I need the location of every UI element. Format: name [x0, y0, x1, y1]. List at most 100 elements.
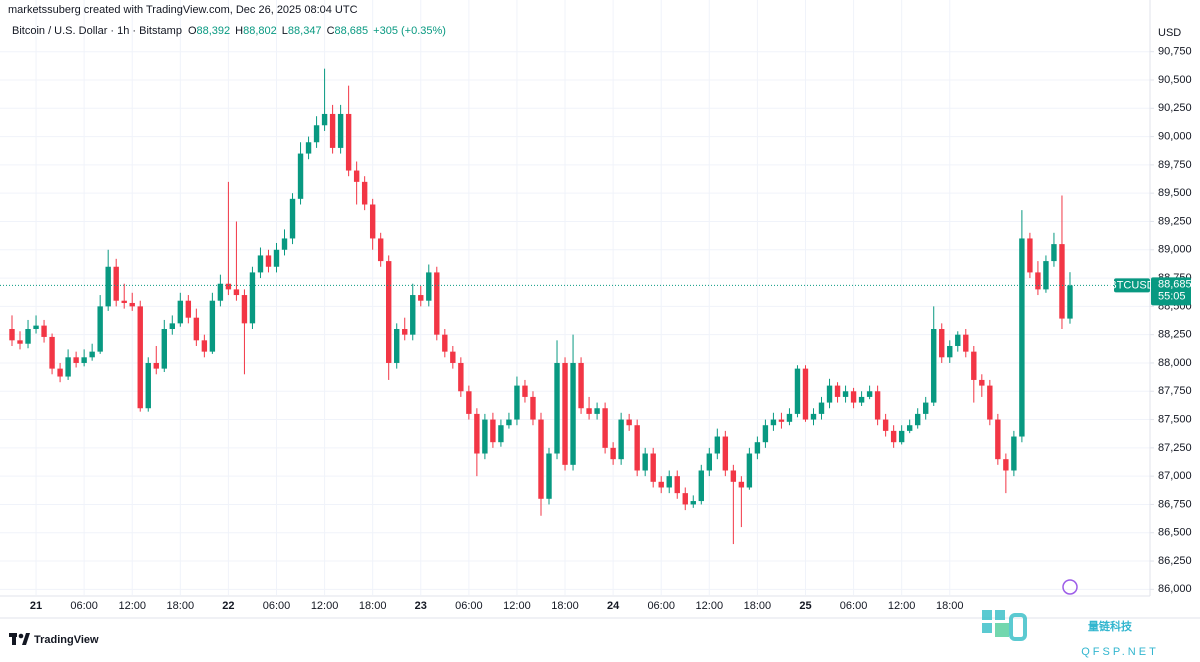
candle-body	[562, 362, 568, 465]
candle-body	[890, 430, 897, 443]
candle-body	[987, 385, 993, 420]
legend-value: 88,685	[335, 25, 369, 37]
x-tick-label: 06:00	[647, 600, 675, 612]
x-tick-label: 06:00	[840, 600, 868, 612]
x-tick-label: 18:00	[744, 600, 772, 612]
candle-body	[674, 476, 680, 494]
x-tick-label: 06:00	[70, 600, 98, 612]
candle-body	[145, 362, 151, 409]
candle-body	[754, 442, 761, 454]
candle-body	[482, 419, 488, 454]
candle-body	[361, 181, 368, 205]
candle-body	[97, 306, 103, 352]
x-tick-label: 12:00	[311, 600, 339, 612]
candle-body	[682, 493, 688, 505]
candle-body	[418, 295, 424, 301]
candle-body	[698, 470, 704, 502]
candle-body	[129, 302, 135, 307]
candle-body	[1067, 285, 1073, 319]
candle-body	[626, 419, 632, 426]
candle-body	[914, 413, 921, 426]
candles	[9, 68, 1073, 545]
x-tick-label: 12:00	[118, 600, 146, 612]
candle-body	[578, 362, 584, 409]
candle-body	[273, 249, 280, 267]
candle-body	[546, 453, 552, 499]
candle-body	[113, 266, 119, 301]
y-tick-label: 86,500	[1158, 527, 1192, 539]
candle-body	[746, 453, 753, 488]
candle-body	[738, 481, 745, 488]
candle-body	[1003, 459, 1009, 471]
candle-body	[241, 295, 248, 324]
candle-body	[281, 238, 288, 250]
candle-body	[345, 113, 352, 171]
candle-body	[642, 453, 648, 471]
candle-body	[1027, 238, 1033, 273]
candle-body	[955, 334, 961, 346]
y-tick-label: 87,250	[1158, 442, 1192, 454]
y-tick-label: 89,250	[1158, 215, 1192, 227]
candle-body	[522, 385, 528, 397]
candle-body	[233, 289, 240, 296]
candle-body	[802, 368, 809, 420]
candle-body	[369, 204, 376, 239]
candle-body	[618, 419, 624, 460]
candle-body	[153, 362, 159, 369]
candle-body	[1059, 244, 1065, 319]
candle-body	[658, 481, 664, 488]
tv-logo	[9, 633, 30, 645]
candle-body	[329, 113, 336, 148]
x-tick-label: 18:00	[551, 600, 579, 612]
candle-body	[690, 501, 696, 505]
candle-body	[313, 125, 320, 143]
legend-key: C	[327, 25, 335, 37]
candle-body	[939, 329, 945, 358]
candle-body	[498, 425, 504, 443]
candle-body	[706, 453, 713, 471]
legend-key: O	[188, 25, 197, 37]
candle-body	[714, 436, 721, 454]
candle-body	[1051, 244, 1057, 262]
candle-body	[794, 368, 801, 414]
candle-body	[410, 295, 416, 335]
candle-body	[17, 340, 23, 344]
candle-body	[57, 368, 63, 377]
x-tick-label: 22	[222, 600, 234, 612]
candle-body	[666, 476, 672, 488]
candle-body	[786, 413, 793, 422]
candle-body	[474, 413, 480, 454]
grid	[0, 0, 1150, 595]
candle-body	[209, 300, 216, 352]
y-tick-label: 86,000	[1158, 583, 1192, 595]
candle-body	[177, 300, 184, 324]
y-tick-label: 89,500	[1158, 187, 1192, 199]
candle-body	[963, 334, 969, 352]
candle-body	[506, 419, 512, 426]
candle-body	[490, 419, 496, 443]
candle-body	[810, 413, 817, 420]
x-tick-label: 18:00	[167, 600, 195, 612]
candle-body	[995, 419, 1001, 460]
legend-value: 88,392	[197, 25, 231, 37]
x-tick-label: 21	[30, 600, 42, 612]
candle-body	[1035, 272, 1041, 290]
last-price-badge	[1151, 277, 1191, 306]
candle-body	[458, 362, 464, 392]
candle-body	[570, 362, 576, 465]
y-tick-label: 87,750	[1158, 385, 1192, 397]
y-tick-label: 90,000	[1158, 130, 1192, 142]
watermark-title: 量链科技	[1088, 619, 1133, 633]
candle-body	[249, 272, 256, 324]
candle-body	[442, 334, 448, 352]
x-tick-label: 18:00	[359, 600, 387, 612]
candle-body	[386, 261, 392, 363]
candle-body	[402, 329, 408, 335]
candle-body	[818, 402, 825, 414]
candle-body	[834, 385, 841, 397]
candle-body	[610, 447, 616, 460]
countdown-label: 55:05	[1158, 290, 1186, 302]
candle-body	[105, 266, 111, 307]
alert-icon[interactable]	[1062, 579, 1078, 595]
y-tick-label: 86,750	[1158, 498, 1192, 510]
